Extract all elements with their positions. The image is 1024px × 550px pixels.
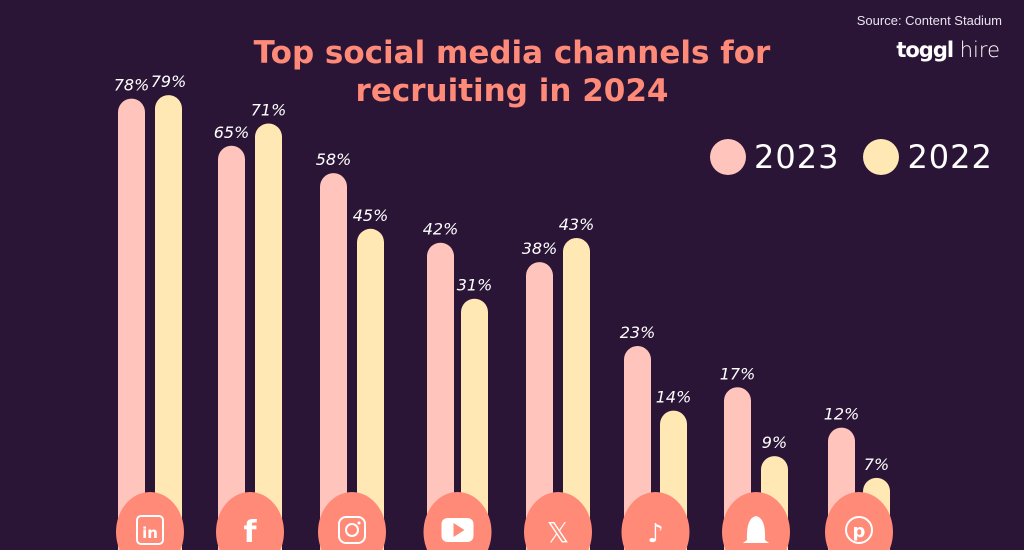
toggl-hire-logo: toggl hire — [896, 38, 1000, 62]
facebook-icon: f — [216, 492, 284, 550]
data-label-snapchat-2022: 9% — [762, 433, 787, 452]
youtube-icon — [423, 492, 492, 550]
data-label-snapchat-2023: 17% — [720, 364, 756, 383]
data-label-instagram-2022: 45% — [353, 206, 389, 225]
snapchat-icon — [722, 492, 790, 550]
legend-swatch-2022 — [863, 139, 900, 175]
bar-instagram-2022 — [357, 228, 384, 550]
data-label-pinterest-2023: 12% — [824, 405, 860, 424]
bar-linkedin-2023 — [118, 98, 145, 550]
svg-text:𝕏: 𝕏 — [547, 516, 570, 549]
bar-youtube-2022 — [461, 298, 488, 550]
data-label-youtube-2022: 31% — [457, 276, 493, 295]
data-label-tiktok-2023: 23% — [620, 323, 656, 342]
data-label-instagram-2023: 58% — [316, 150, 352, 169]
bar-youtube-2023 — [427, 242, 454, 550]
data-label-facebook-2022: 71% — [251, 100, 287, 119]
legend-swatch-2023 — [710, 139, 746, 175]
bar-facebook-2022 — [255, 123, 282, 550]
bar-linkedin-2022 — [155, 95, 182, 550]
data-label-pinterest-2022: 7% — [864, 455, 889, 474]
title-line-2: recruiting in 2024 — [355, 73, 669, 109]
svg-text:♪: ♪ — [647, 519, 664, 549]
svg-text:f: f — [243, 515, 257, 550]
legend-label-2023: 2023 — [754, 138, 840, 176]
instagram-icon — [318, 492, 386, 550]
legend-label-2022: 2022 — [907, 138, 993, 176]
svg-text:in: in — [142, 524, 158, 542]
source-note: Source: Content Stadium — [856, 13, 1002, 28]
chart-title: Top social media channels for recruiting… — [200, 34, 824, 110]
data-label-youtube-2023: 42% — [423, 220, 459, 239]
data-label-tiktok-2022: 14% — [656, 388, 692, 407]
bar-x-2022 — [563, 238, 590, 550]
bar-x-2023 — [526, 262, 553, 550]
bar-instagram-2023 — [320, 173, 347, 550]
bar-facebook-2023 — [218, 145, 245, 550]
legend-item-2023: 2023 — [710, 138, 839, 176]
data-label-facebook-2023: 65% — [214, 123, 250, 142]
data-label-linkedin-2022: 79% — [151, 72, 187, 91]
linkedin-icon: in — [116, 492, 184, 550]
data-label-x-2022: 43% — [559, 215, 595, 234]
legend: 2023 2022 — [710, 138, 1007, 176]
tiktok-icon: ♪ — [621, 492, 690, 550]
svg-text:p: p — [853, 521, 866, 542]
title-line-1: Top social media channels for — [253, 35, 771, 71]
data-label-linkedin-2023: 78% — [114, 76, 150, 95]
x-icon: 𝕏 — [524, 492, 592, 550]
legend-item-2022: 2022 — [863, 138, 992, 176]
data-label-x-2023: 38% — [522, 239, 558, 258]
pinterest-icon: p — [825, 492, 893, 550]
